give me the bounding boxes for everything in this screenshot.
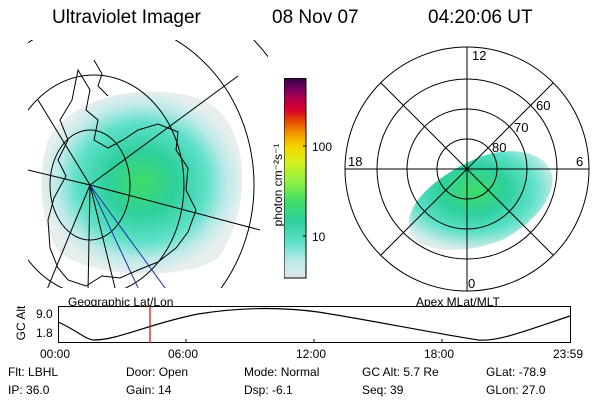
geographic-caption: Geographic Lat/Lon: [68, 295, 174, 309]
mlt-label-0: 0: [468, 276, 475, 291]
geographic-auroral-image: [28, 40, 268, 288]
altitude-xtick-2: 12:00: [296, 347, 327, 361]
instrument-title: Ultraviolet Imager: [52, 7, 201, 28]
colorbar-tick-100: 100: [312, 140, 333, 154]
aurora-emission-region: [41, 91, 243, 274]
altitude-xtick-0: 00:00: [40, 347, 71, 361]
status-flt: Flt: LBHL: [8, 365, 59, 379]
magnetic-caption: Apex MLat/MLT: [416, 295, 500, 309]
mlt-label-18: 18: [348, 154, 362, 169]
mlt-label-6: 6: [576, 154, 583, 169]
mlt-label-12: 12: [472, 48, 486, 63]
lat-label-60: 60: [536, 98, 550, 113]
status-glat: GLat: -78.9: [486, 365, 547, 379]
colorbar-unit-label: photon cm⁻²s⁻¹: [271, 143, 285, 227]
altitude-curve: [58, 307, 571, 341]
status-gain: Gain: 14: [126, 383, 172, 397]
altitude-ytick-high: 9.0: [36, 307, 53, 321]
altitude-ytick-low: 1.8: [36, 326, 53, 340]
colorbar: [284, 78, 307, 279]
status-dsp: Dsp: -6.1: [244, 383, 293, 397]
colorbar-tick-10: 10: [312, 230, 326, 244]
altitude-xtick-1: 06:00: [168, 347, 199, 361]
latitude-circle: [28, 40, 255, 288]
altitude-plot: [58, 306, 571, 343]
altitude-ylabel: GC Alt: [14, 305, 28, 341]
status-gc-alt: GC Alt: 5.7 Re: [362, 365, 439, 379]
magnetic-polar-plot: 12 18 6 0 60 70 80: [344, 46, 590, 292]
status-door: Door: Open: [126, 365, 189, 379]
status-ip: IP: 36.0: [8, 383, 50, 397]
latitude-circle: [49, 129, 131, 241]
altitude-xtick-4: 23:59: [553, 347, 584, 361]
status-mode: Mode: Normal: [244, 365, 320, 379]
coastline: [47, 68, 197, 287]
status-glon: GLon: 27.0: [486, 383, 546, 397]
observation-time: 04:20:06 UT: [428, 7, 533, 28]
observation-date: 08 Nov 07: [272, 7, 359, 28]
altitude-xtick-3: 18:00: [424, 347, 455, 361]
aurora-oval: [408, 151, 553, 250]
latitude-circle: [28, 74, 185, 288]
status-seq: Seq: 39: [362, 383, 404, 397]
lat-label-70: 70: [514, 120, 528, 135]
lat-label-80: 80: [492, 140, 506, 155]
